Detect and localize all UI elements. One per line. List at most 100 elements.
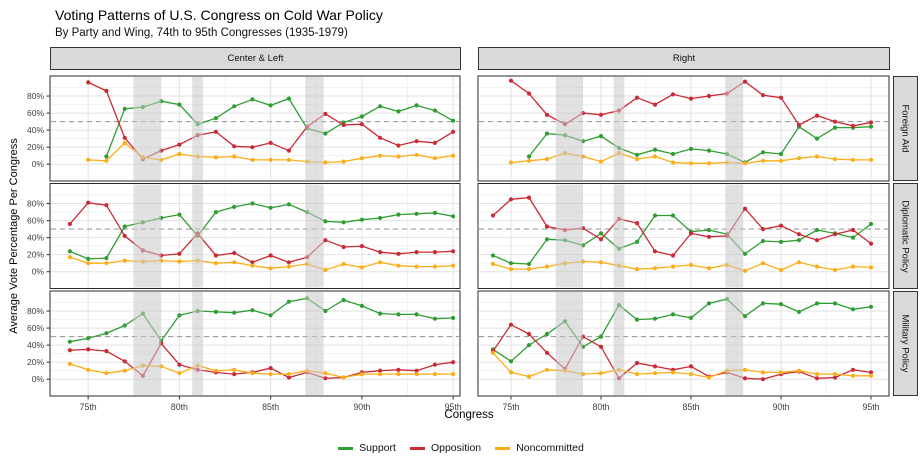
data-point-opposition [814, 238, 820, 243]
data-point-noncommitted [396, 263, 401, 268]
data-point-noncommitted [796, 156, 802, 161]
data-point-noncommitted [104, 371, 109, 376]
data-point-support [526, 261, 532, 267]
data-point-opposition [268, 253, 273, 258]
data-point-opposition [359, 122, 364, 127]
data-point-opposition [177, 251, 182, 256]
data-point-support [67, 249, 72, 254]
legend-key-support [338, 446, 354, 450]
data-point-noncommitted [250, 263, 255, 268]
data-point-noncommitted [706, 375, 712, 380]
data-point-support [122, 224, 127, 229]
legend-key-opposition [409, 446, 425, 450]
data-point-noncommitted [286, 264, 291, 269]
legend-label: Noncommitted [516, 442, 584, 454]
data-point-support [760, 150, 766, 155]
data-point-noncommitted [432, 264, 437, 269]
data-point-opposition [232, 372, 237, 377]
data-point-opposition [378, 368, 383, 373]
data-point-opposition [177, 142, 182, 147]
data-point-noncommitted [688, 372, 694, 377]
x-tick-label: 80th [592, 402, 609, 412]
data-point-support [341, 297, 346, 303]
data-point-support [414, 312, 419, 317]
data-point-support [850, 307, 856, 312]
data-point-support [526, 154, 532, 159]
data-point-opposition [832, 119, 838, 124]
data-point-noncommitted [670, 264, 676, 269]
data-point-noncommitted [778, 158, 784, 163]
data-point-noncommitted [544, 157, 550, 162]
data-point-opposition [832, 375, 838, 380]
data-point-opposition [341, 244, 346, 250]
x-tick-label: 80th [171, 402, 188, 412]
data-point-noncommitted [832, 372, 838, 377]
data-point-noncommitted [451, 263, 456, 268]
data-point-opposition [526, 91, 532, 96]
legend-key-noncommitted [495, 446, 511, 450]
data-point-opposition [742, 79, 748, 84]
data-point-opposition [213, 253, 218, 258]
legend-label: Support [359, 442, 396, 454]
data-point-opposition [341, 122, 346, 128]
data-point-noncommitted [832, 157, 838, 162]
data-point-opposition [122, 359, 127, 364]
data-point-noncommitted [652, 371, 658, 376]
data-point-noncommitted [414, 152, 419, 157]
data-point-opposition [286, 148, 291, 153]
war-shading-band [556, 292, 583, 395]
y-tick-label: 60% [27, 216, 44, 226]
data-point-noncommitted [359, 265, 364, 270]
data-point-support [177, 212, 182, 217]
data-point-noncommitted [526, 158, 532, 163]
data-point-support [706, 148, 712, 153]
data-point-support [814, 301, 820, 306]
data-point-opposition [396, 143, 401, 148]
data-point-opposition [67, 348, 72, 353]
data-point-support [670, 213, 676, 218]
data-point-support [490, 253, 496, 258]
facet-strip-label: Center & Left [227, 53, 284, 64]
data-point-support [652, 147, 658, 152]
data-point-opposition [868, 370, 874, 375]
war-shading-band [613, 292, 625, 395]
data-point-noncommitted [396, 154, 401, 159]
data-point-support [451, 214, 456, 219]
legend-label: Opposition [430, 442, 482, 454]
data-point-opposition [598, 344, 604, 349]
data-point-noncommitted [213, 155, 218, 160]
data-point-noncommitted [868, 265, 874, 270]
data-point-noncommitted [850, 157, 856, 162]
data-point-noncommitted [67, 361, 72, 366]
data-point-noncommitted [814, 264, 820, 269]
data-point-opposition [432, 362, 437, 367]
war-shading-band [613, 77, 625, 180]
data-point-opposition [490, 213, 496, 218]
war-shading-band [305, 77, 324, 180]
data-point-noncommitted [268, 157, 273, 162]
data-point-noncommitted [778, 370, 784, 375]
data-point-noncommitted [451, 372, 456, 377]
data-point-support [323, 308, 328, 314]
data-point-opposition [508, 197, 514, 202]
data-point-support [778, 302, 784, 307]
x-axis-title: Congress [444, 409, 494, 421]
data-point-opposition [177, 362, 182, 367]
data-point-opposition [868, 120, 874, 125]
data-point-noncommitted [526, 267, 532, 272]
data-point-noncommitted [598, 371, 604, 376]
panel-foreign-aid-center-left [49, 75, 461, 182]
data-point-noncommitted [250, 371, 255, 376]
data-point-noncommitted [286, 372, 291, 377]
data-point-noncommitted [760, 370, 766, 375]
data-point-support [177, 313, 182, 318]
y-tick-label: 80% [27, 91, 44, 101]
data-point-noncommitted [760, 158, 766, 163]
data-point-opposition [378, 250, 383, 255]
data-point-noncommitted [67, 255, 72, 260]
data-point-support [104, 154, 109, 159]
y-tick-label: 0% [32, 267, 45, 277]
data-point-support [213, 309, 218, 314]
data-point-support [323, 219, 328, 224]
